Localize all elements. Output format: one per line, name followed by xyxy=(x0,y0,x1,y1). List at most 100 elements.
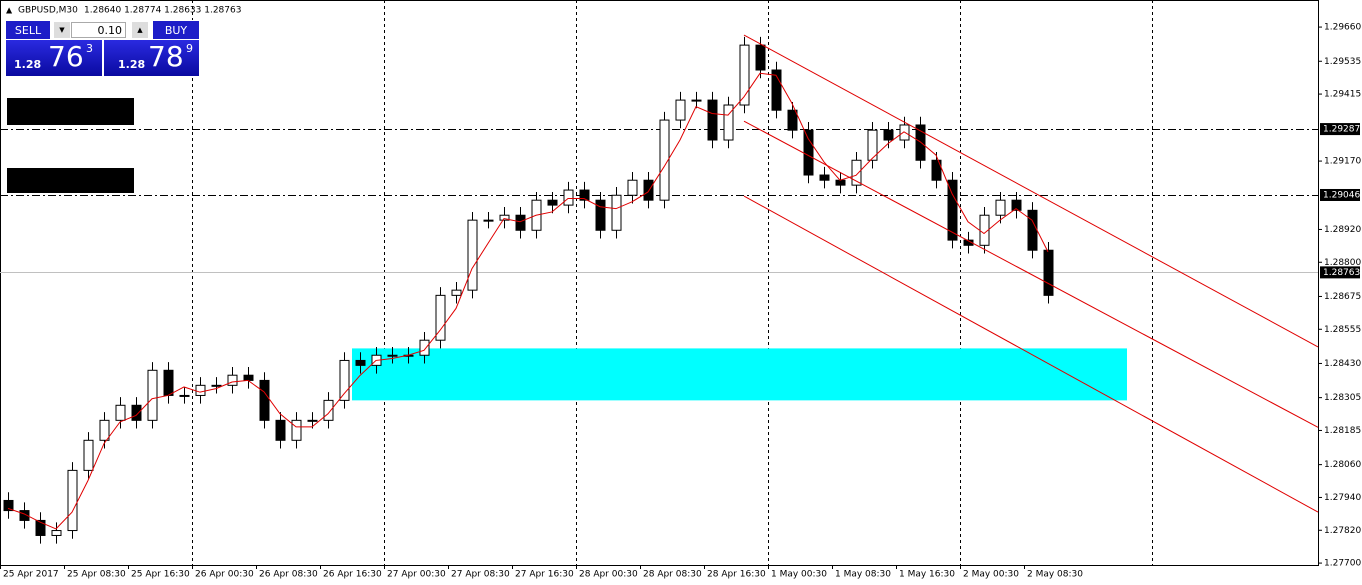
level-label: 1.28763 xyxy=(1323,268,1360,278)
candle-body xyxy=(451,289,462,296)
candle-body xyxy=(691,99,702,102)
candle-body xyxy=(483,219,494,222)
candle-body xyxy=(787,109,798,131)
y-tick-label: 1.27700 xyxy=(1324,559,1361,569)
buy-button[interactable]: BUY xyxy=(153,21,199,39)
candle-body xyxy=(659,119,670,201)
candle-body xyxy=(35,519,46,536)
candle-body xyxy=(1011,199,1022,211)
y-tick-label: 1.29535 xyxy=(1324,57,1361,67)
y-tick-label: 1.28675 xyxy=(1324,292,1361,302)
sell-price[interactable]: 1.28 76 3 xyxy=(6,40,102,76)
candle-body xyxy=(1027,209,1038,251)
candle-body xyxy=(803,129,814,176)
x-tick-label: 25 Apr 16:30 xyxy=(131,570,190,580)
buy-price[interactable]: 1.28 78 9 xyxy=(104,40,199,76)
candle-body xyxy=(739,44,750,106)
candle-body xyxy=(195,384,206,396)
candle-body xyxy=(275,419,286,441)
trade-panel: SELL ▼ 0.10 ▲ BUY 1.28 76 3 1.28 78 9 xyxy=(6,20,199,76)
redacted-box xyxy=(7,168,134,193)
candle-body xyxy=(515,214,526,231)
lot-down[interactable]: ▼ xyxy=(54,22,70,38)
y-tick-label: 1.28430 xyxy=(1324,359,1361,369)
x-tick-label: 2 May 00:30 xyxy=(963,570,1019,580)
candle-body xyxy=(931,159,942,181)
candle-body xyxy=(115,404,126,421)
x-tick-label: 1 May 16:30 xyxy=(899,570,955,580)
x-tick-label: 28 Apr 08:30 xyxy=(643,570,702,580)
y-tick-label: 1.28305 xyxy=(1324,393,1361,403)
candle-body xyxy=(595,199,606,231)
level-label: 1.29046 xyxy=(1323,190,1360,200)
candle-body xyxy=(995,199,1006,216)
candle-body xyxy=(579,189,590,201)
buy-frac: 9 xyxy=(186,42,193,55)
lot-input[interactable]: 0.10 xyxy=(71,22,126,38)
candle-body xyxy=(99,419,110,441)
candle-body xyxy=(83,439,94,471)
candle-body xyxy=(435,294,446,341)
candle-body xyxy=(387,354,398,357)
x-tick-label: 25 Apr 08:30 xyxy=(67,570,126,580)
quote: 1.28640 1.28774 1.28633 1.28763 xyxy=(84,6,241,16)
candle-body xyxy=(499,214,510,221)
candle-body xyxy=(883,129,894,141)
candle-body xyxy=(819,174,830,181)
y-tick-label: 1.28920 xyxy=(1324,225,1361,235)
y-tick-label: 1.29415 xyxy=(1324,90,1361,100)
x-tick-label: 27 Apr 08:30 xyxy=(451,570,510,580)
candle-body xyxy=(19,510,30,521)
channel-line xyxy=(743,120,1319,428)
x-tick-label: 27 Apr 00:30 xyxy=(387,570,446,580)
x-tick-label: 28 Apr 16:30 xyxy=(707,570,766,580)
sell-pips: 76 xyxy=(48,40,84,73)
candle-body xyxy=(723,104,734,141)
sell-big: 1.28 xyxy=(14,58,42,71)
candle-body xyxy=(963,239,974,246)
header-arrow: ▲ xyxy=(6,6,13,15)
candle-body xyxy=(947,179,958,241)
candle-body xyxy=(851,159,862,186)
x-tick-label: 26 Apr 00:30 xyxy=(195,570,254,580)
y-tick-label: 1.29660 xyxy=(1324,23,1361,33)
channel-line xyxy=(743,34,1319,348)
level-label-box xyxy=(1320,266,1360,279)
candle-body xyxy=(355,359,366,366)
x-tick-label: 26 Apr 16:30 xyxy=(323,570,382,580)
candle-body xyxy=(243,374,254,381)
y-tick-label: 1.28800 xyxy=(1324,258,1361,268)
x-tick-label: 1 May 08:30 xyxy=(835,570,891,580)
candle-body xyxy=(419,339,430,356)
level-label: 1.29287 xyxy=(1323,125,1360,135)
y-tick-label: 1.29170 xyxy=(1324,157,1361,167)
candle-body xyxy=(131,404,142,421)
candle-body xyxy=(467,219,478,291)
candle-body xyxy=(771,69,782,111)
candle-body xyxy=(163,369,174,396)
buy-pips: 78 xyxy=(148,40,184,73)
redacted-box xyxy=(7,98,134,125)
candle-body xyxy=(643,179,654,201)
y-tick-label: 1.27820 xyxy=(1324,526,1361,536)
candle-body xyxy=(1043,249,1054,296)
candle-body xyxy=(179,394,190,397)
buy-big: 1.28 xyxy=(118,58,146,71)
candle-body xyxy=(675,99,686,121)
lot-up[interactable]: ▲ xyxy=(132,22,148,38)
candle-body xyxy=(51,530,62,536)
x-tick-label: 27 Apr 16:30 xyxy=(515,570,574,580)
candle-body xyxy=(3,499,14,512)
candle-body xyxy=(147,369,158,421)
moving-average xyxy=(7,72,1049,530)
channel-line xyxy=(743,195,1319,513)
candle-body xyxy=(291,419,302,441)
candle-body xyxy=(323,399,334,421)
sell-button[interactable]: SELL xyxy=(6,21,50,39)
candle-body xyxy=(707,99,718,141)
candle-body xyxy=(307,419,318,422)
candle-body xyxy=(755,44,766,71)
candle-body xyxy=(563,189,574,206)
y-tick-label: 1.28185 xyxy=(1324,426,1361,436)
